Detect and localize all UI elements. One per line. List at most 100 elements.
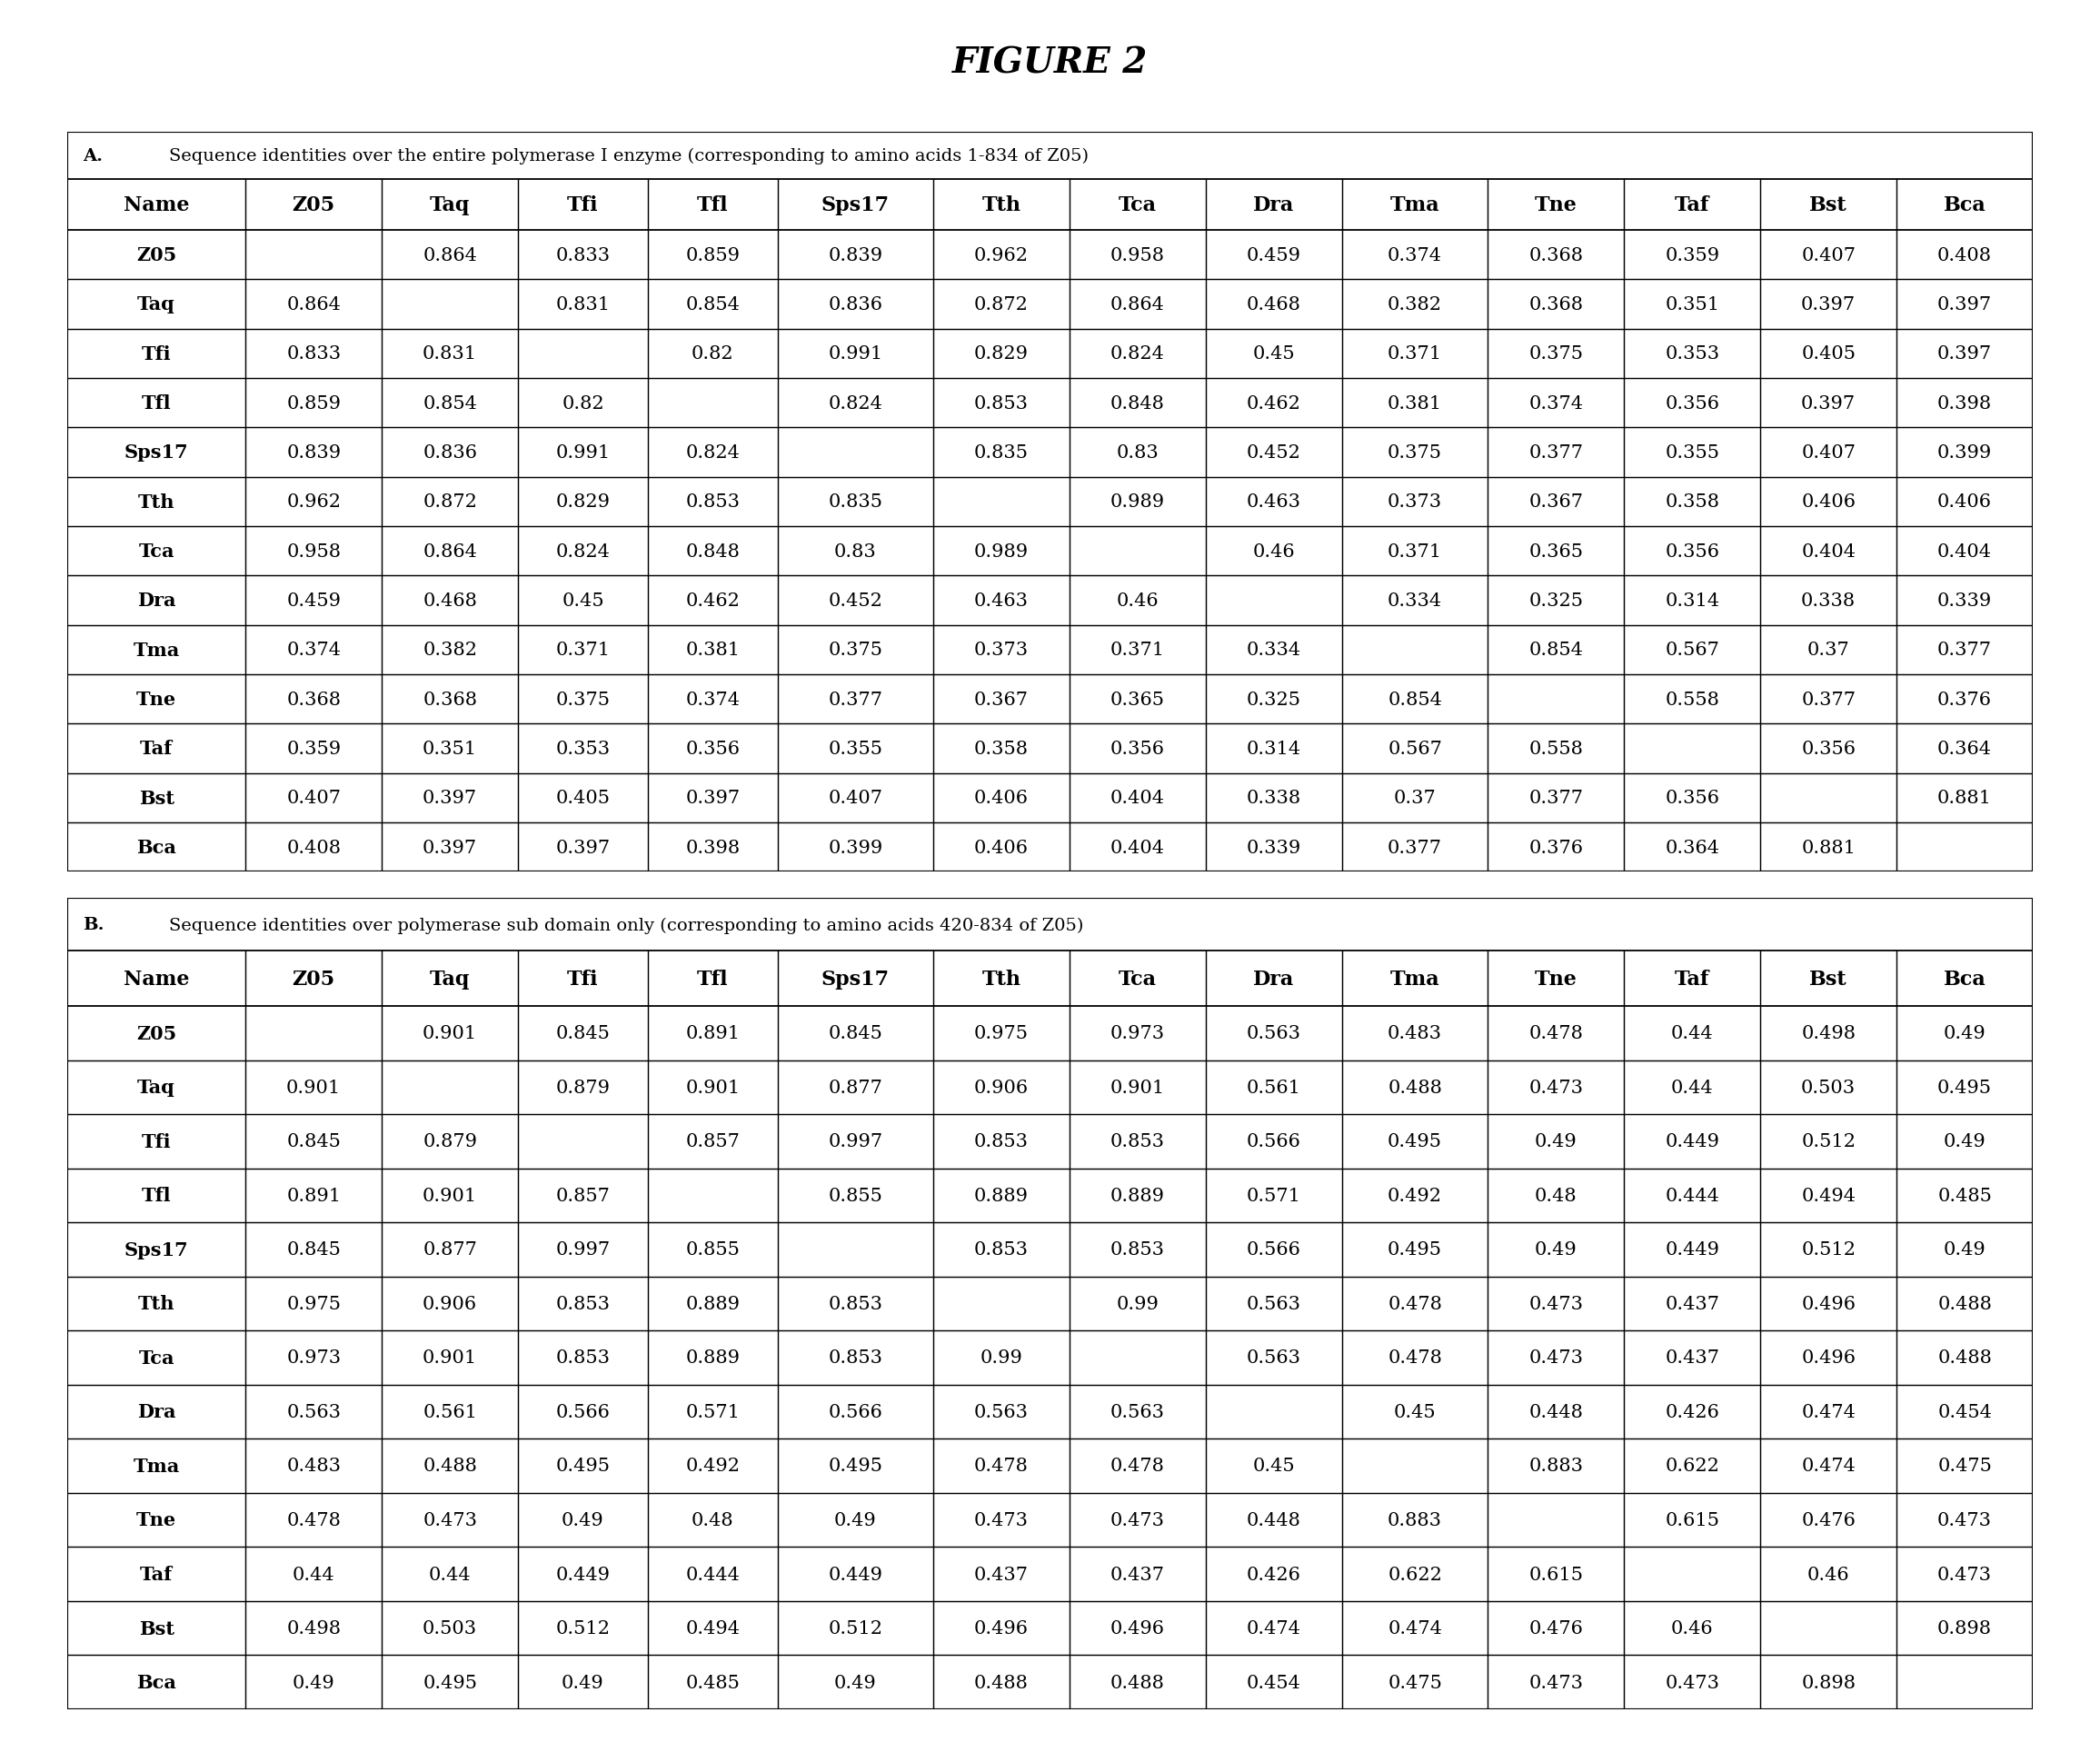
- Text: 0.991: 0.991: [827, 345, 882, 363]
- Text: 0.567: 0.567: [1388, 740, 1443, 758]
- Text: 0.563: 0.563: [1247, 1025, 1302, 1041]
- Text: 0.371: 0.371: [1388, 345, 1443, 363]
- Text: 0.833: 0.833: [557, 247, 611, 264]
- Text: 0.561: 0.561: [422, 1403, 477, 1420]
- Text: Sps17: Sps17: [821, 196, 890, 215]
- Text: Tfi: Tfi: [141, 345, 172, 363]
- Text: 0.407: 0.407: [1802, 247, 1856, 264]
- Text: 0.37: 0.37: [1394, 789, 1436, 807]
- Text: 0.476: 0.476: [1802, 1512, 1856, 1529]
- Text: 0.835: 0.835: [827, 493, 882, 511]
- Text: 0.381: 0.381: [1388, 395, 1443, 412]
- Text: Tfi: Tfi: [567, 196, 598, 215]
- Text: 0.404: 0.404: [1111, 789, 1166, 807]
- Text: 0.901: 0.901: [422, 1188, 477, 1203]
- Text: 0.495: 0.495: [827, 1457, 882, 1475]
- Text: 0.82: 0.82: [691, 345, 733, 363]
- Text: 0.49: 0.49: [1535, 1133, 1577, 1151]
- Text: 0.494: 0.494: [1802, 1188, 1856, 1203]
- Text: 0.848: 0.848: [1111, 395, 1166, 412]
- Text: 0.485: 0.485: [1938, 1188, 1993, 1203]
- Text: 0.901: 0.901: [422, 1350, 477, 1366]
- Text: 0.889: 0.889: [974, 1188, 1029, 1203]
- Text: 0.356: 0.356: [685, 740, 739, 758]
- Text: 0.334: 0.334: [1388, 592, 1443, 610]
- Text: 0.881: 0.881: [1938, 789, 1993, 807]
- Text: 0.473: 0.473: [1529, 1295, 1583, 1313]
- Text: 0.488: 0.488: [422, 1457, 477, 1475]
- Text: 0.397: 0.397: [1802, 395, 1856, 412]
- Text: 0.975: 0.975: [974, 1025, 1029, 1041]
- Text: Taf: Taf: [141, 740, 172, 758]
- Text: 0.975: 0.975: [286, 1295, 340, 1313]
- Text: 0.962: 0.962: [286, 493, 340, 511]
- Text: 0.83: 0.83: [1117, 444, 1159, 462]
- Text: Tma: Tma: [1390, 196, 1441, 215]
- Text: 0.49: 0.49: [1943, 1240, 1987, 1258]
- Text: 0.356: 0.356: [1665, 789, 1720, 807]
- Text: 0.49: 0.49: [561, 1512, 605, 1529]
- Text: 0.864: 0.864: [286, 296, 340, 314]
- Text: 0.374: 0.374: [286, 641, 340, 659]
- Text: Tma: Tma: [132, 1457, 181, 1475]
- Text: 0.359: 0.359: [286, 740, 340, 758]
- Text: 0.408: 0.408: [1938, 247, 1993, 264]
- Text: 0.364: 0.364: [1665, 839, 1720, 856]
- Text: 0.853: 0.853: [827, 1350, 882, 1366]
- Text: 0.495: 0.495: [1388, 1240, 1443, 1258]
- Text: 0.462: 0.462: [685, 592, 739, 610]
- Text: 0.404: 0.404: [1111, 839, 1166, 856]
- Text: 0.901: 0.901: [422, 1025, 477, 1041]
- Text: 0.488: 0.488: [1388, 1078, 1443, 1096]
- Text: 0.492: 0.492: [685, 1457, 739, 1475]
- Text: 0.371: 0.371: [557, 641, 611, 659]
- Text: 0.452: 0.452: [827, 592, 882, 610]
- Text: 0.854: 0.854: [1529, 641, 1583, 659]
- Text: 0.901: 0.901: [1111, 1078, 1166, 1096]
- Text: 0.854: 0.854: [685, 296, 739, 314]
- Text: 0.377: 0.377: [1529, 789, 1583, 807]
- Text: 0.485: 0.485: [685, 1674, 739, 1692]
- Text: 0.358: 0.358: [974, 740, 1029, 758]
- Text: 0.962: 0.962: [974, 247, 1029, 264]
- Text: 0.864: 0.864: [1111, 296, 1166, 314]
- Text: 0.364: 0.364: [1938, 740, 1993, 758]
- Text: 0.829: 0.829: [974, 345, 1029, 363]
- Text: 0.854: 0.854: [1388, 691, 1443, 708]
- Text: 0.836: 0.836: [422, 444, 477, 462]
- Text: 0.989: 0.989: [974, 543, 1029, 560]
- Text: 0.49: 0.49: [292, 1674, 336, 1692]
- Text: 0.368: 0.368: [1529, 247, 1583, 264]
- Text: Sps17: Sps17: [124, 444, 189, 462]
- Text: 0.831: 0.831: [557, 296, 611, 314]
- Text: 0.853: 0.853: [974, 395, 1029, 412]
- Text: 0.835: 0.835: [974, 444, 1029, 462]
- Text: 0.49: 0.49: [834, 1674, 876, 1692]
- Text: 0.563: 0.563: [286, 1403, 340, 1420]
- Text: 0.991: 0.991: [557, 444, 611, 462]
- Text: 0.462: 0.462: [1247, 395, 1302, 412]
- Text: Tne: Tne: [136, 1510, 176, 1529]
- Text: 0.377: 0.377: [1388, 839, 1443, 856]
- Text: 0.338: 0.338: [1247, 789, 1302, 807]
- Text: Taq: Taq: [430, 196, 470, 215]
- Text: 0.498: 0.498: [286, 1619, 340, 1637]
- Text: Tth: Tth: [983, 196, 1021, 215]
- Text: Tth: Tth: [139, 493, 174, 511]
- Text: 0.405: 0.405: [557, 789, 611, 807]
- Text: Tth: Tth: [139, 1295, 174, 1313]
- Text: 0.46: 0.46: [1672, 1619, 1714, 1637]
- Text: 0.452: 0.452: [1247, 444, 1302, 462]
- Text: Name: Name: [124, 196, 189, 215]
- Text: 0.45: 0.45: [1252, 1457, 1296, 1475]
- Text: Sps17: Sps17: [821, 969, 890, 988]
- Text: 0.404: 0.404: [1938, 543, 1993, 560]
- Text: 0.563: 0.563: [1247, 1350, 1302, 1366]
- Text: 0.473: 0.473: [1665, 1674, 1720, 1692]
- Text: 0.901: 0.901: [286, 1078, 340, 1096]
- Text: 0.879: 0.879: [422, 1133, 477, 1151]
- Text: A.: A.: [82, 148, 103, 164]
- Text: 0.437: 0.437: [1665, 1350, 1720, 1366]
- Text: Tma: Tma: [132, 641, 181, 659]
- Text: 0.473: 0.473: [1529, 1078, 1583, 1096]
